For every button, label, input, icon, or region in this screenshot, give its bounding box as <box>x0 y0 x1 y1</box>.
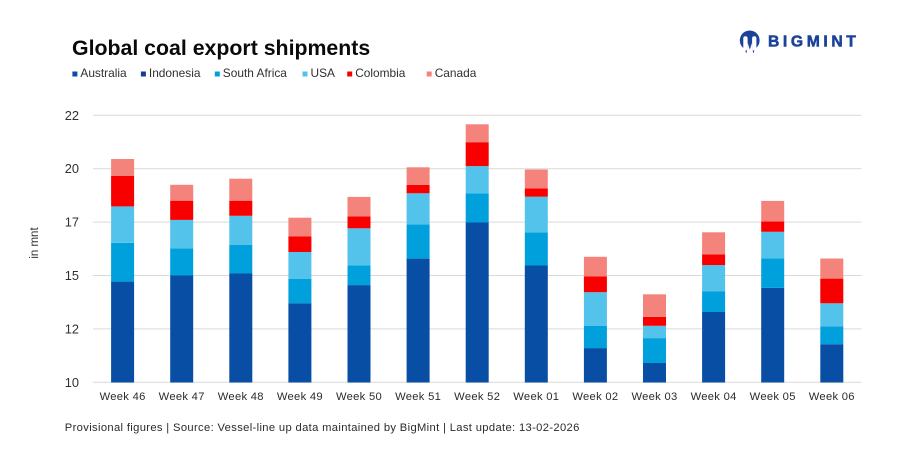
svg-text:20: 20 <box>65 161 79 176</box>
svg-text:Week 03: Week 03 <box>631 391 677 403</box>
svg-text:Week 52: Week 52 <box>454 391 500 403</box>
svg-text:Week 05: Week 05 <box>750 391 796 403</box>
svg-text:South Africa: South Africa <box>223 66 288 80</box>
svg-text:Week 49: Week 49 <box>277 391 323 403</box>
svg-text:Canada: Canada <box>435 66 477 80</box>
svg-text:Week 01: Week 01 <box>513 391 559 403</box>
svg-text:Week 02: Week 02 <box>572 391 618 403</box>
svg-text:Week 50: Week 50 <box>336 391 382 403</box>
svg-text:Week 04: Week 04 <box>691 391 737 403</box>
svg-text:Provisional figures | Source:: Provisional figures | Source: Vessel-lin… <box>65 422 580 434</box>
svg-text:USA: USA <box>311 66 336 80</box>
svg-text:17: 17 <box>65 215 79 230</box>
svg-text:in mnt: in mnt <box>29 227 41 259</box>
svg-text:Week 47: Week 47 <box>159 391 205 403</box>
svg-text:15: 15 <box>65 268 79 283</box>
svg-text:10: 10 <box>65 375 79 390</box>
svg-text:Indonesia: Indonesia <box>149 66 201 80</box>
svg-text:BIGMINT: BIGMINT <box>768 34 859 51</box>
svg-text:12: 12 <box>65 321 79 336</box>
svg-text:Australia: Australia <box>80 66 127 80</box>
svg-text:22: 22 <box>65 108 79 123</box>
svg-text:Colombia: Colombia <box>355 66 406 80</box>
svg-text:Global coal export shipments: Global coal export shipments <box>72 36 370 60</box>
svg-text:Week 06: Week 06 <box>809 391 855 403</box>
svg-text:Week 51: Week 51 <box>395 391 441 403</box>
svg-text:Week 48: Week 48 <box>218 391 264 403</box>
svg-text:Week 46: Week 46 <box>100 391 146 403</box>
